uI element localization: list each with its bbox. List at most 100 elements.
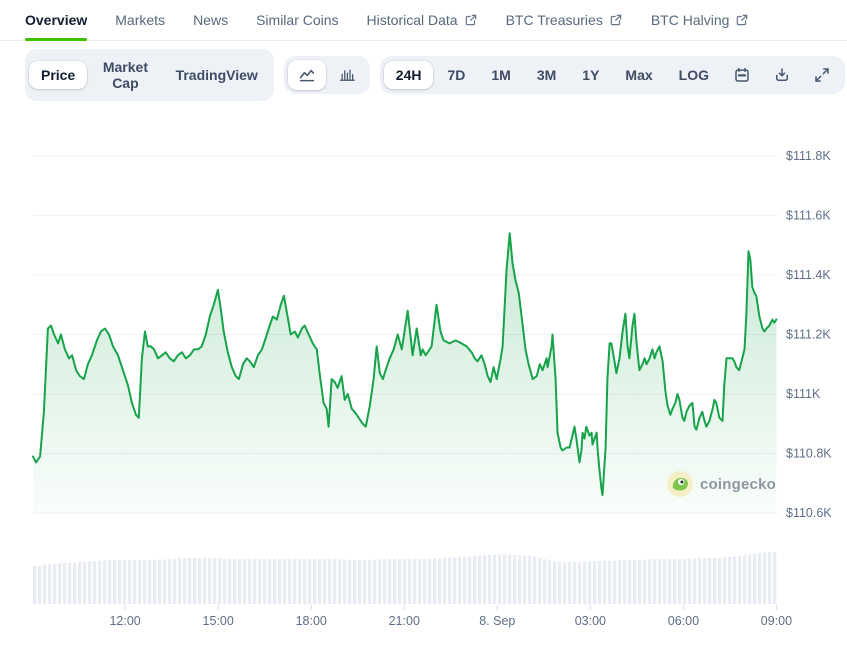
volume-bar bbox=[428, 558, 432, 604]
volume-bar bbox=[458, 556, 462, 604]
volume-bar bbox=[648, 559, 652, 604]
volume-bar bbox=[48, 564, 52, 604]
range-group: 24H 7D 1M 3M 1Y Max LOG bbox=[379, 56, 845, 94]
range-1m-button[interactable]: 1M bbox=[479, 61, 522, 89]
volume-bar bbox=[673, 559, 677, 604]
volume-bar bbox=[583, 561, 587, 604]
volume-bar bbox=[403, 559, 407, 604]
volume-bar bbox=[63, 563, 67, 604]
volume-bar bbox=[193, 558, 197, 604]
volume-bar bbox=[138, 560, 142, 604]
volume-bar bbox=[518, 555, 522, 604]
volume-bar bbox=[453, 557, 457, 604]
volume-bar bbox=[368, 559, 372, 604]
volume-bar bbox=[188, 558, 192, 604]
volume-bar bbox=[448, 557, 452, 604]
volume-bar bbox=[263, 559, 267, 604]
volume-bar bbox=[463, 556, 467, 604]
volume-bar bbox=[228, 558, 232, 604]
volume-bar bbox=[383, 559, 387, 604]
download-button[interactable] bbox=[763, 60, 801, 90]
x-axis-label: 8. Sep bbox=[479, 614, 515, 628]
tab-label: Historical Data bbox=[366, 12, 458, 28]
external-link-icon bbox=[610, 14, 622, 26]
price-area-fill bbox=[33, 233, 777, 514]
range-max-button[interactable]: Max bbox=[613, 61, 664, 89]
coingecko-logo-icon bbox=[667, 471, 693, 497]
volume-bar bbox=[288, 559, 292, 604]
volume-bar bbox=[773, 552, 777, 604]
tab-overview[interactable]: Overview bbox=[25, 12, 88, 41]
volume-bar bbox=[253, 559, 257, 604]
tab-label: Overview bbox=[25, 12, 88, 28]
volume-bar bbox=[628, 560, 632, 604]
price-button[interactable]: Price bbox=[29, 61, 88, 89]
tab-news[interactable]: News bbox=[193, 12, 228, 40]
volume-bar bbox=[83, 561, 87, 604]
volume-bar bbox=[708, 558, 712, 604]
volume-bar bbox=[243, 559, 247, 604]
tab-historical-data[interactable]: Historical Data bbox=[367, 12, 478, 40]
expand-icon bbox=[815, 68, 829, 82]
volume-bar bbox=[633, 560, 637, 604]
volume-bar bbox=[203, 558, 207, 604]
y-axis-label: $110.6K bbox=[786, 506, 832, 520]
volume-bar bbox=[593, 561, 597, 604]
volume-bar bbox=[513, 554, 517, 604]
tradingview-button[interactable]: TradingView bbox=[164, 61, 270, 89]
price-chart-canvas[interactable]: $111.8K $111.6K $111.4K $111.2K $111K $110.8K… bbox=[0, 107, 847, 652]
volume-bar bbox=[703, 558, 707, 604]
volume-bar bbox=[718, 557, 722, 604]
volume-bar bbox=[568, 562, 572, 604]
log-scale-button[interactable]: LOG bbox=[667, 61, 721, 89]
bar-chart-type-button[interactable] bbox=[328, 60, 366, 90]
tab-btc-halving[interactable]: BTC Halving bbox=[651, 12, 750, 40]
market-cap-button[interactable]: Market Cap bbox=[89, 53, 161, 97]
volume-bar bbox=[433, 558, 437, 604]
range-1y-button[interactable]: 1Y bbox=[570, 61, 611, 89]
calendar-icon bbox=[735, 67, 749, 82]
volume-bar bbox=[128, 560, 132, 604]
tab-btc-treasuries[interactable]: BTC Treasuries bbox=[506, 12, 623, 40]
x-axis-label: 18:00 bbox=[296, 614, 327, 628]
volume-bar bbox=[733, 556, 737, 604]
volume-bar bbox=[768, 552, 772, 604]
line-chart-icon bbox=[299, 69, 314, 82]
line-chart-type-button[interactable] bbox=[287, 60, 326, 90]
y-axis-label: $110.8K bbox=[786, 447, 832, 461]
volume-bar bbox=[758, 552, 762, 604]
range-3m-button[interactable]: 3M bbox=[525, 61, 568, 89]
volume-bar bbox=[348, 559, 352, 604]
volume-bar bbox=[158, 559, 162, 604]
volume-bar bbox=[543, 559, 547, 604]
volume-bar bbox=[643, 559, 647, 604]
range-24h-button[interactable]: 24H bbox=[383, 61, 434, 89]
volume-bar bbox=[418, 559, 422, 604]
volume-bar bbox=[373, 559, 377, 604]
volume-bar bbox=[498, 554, 502, 604]
volume-bar bbox=[608, 560, 612, 604]
volume-bar bbox=[693, 558, 697, 604]
coingecko-watermark: coingecko bbox=[667, 471, 776, 497]
y-axis-label: $111.2K bbox=[786, 328, 831, 342]
volume-bar bbox=[473, 555, 477, 604]
tab-markets[interactable]: Markets bbox=[115, 12, 165, 40]
x-axis-label: 12:00 bbox=[109, 614, 140, 628]
volume-bar bbox=[588, 561, 592, 604]
y-axis-label: $111.8K bbox=[786, 149, 831, 163]
volume-bar bbox=[303, 559, 307, 604]
tab-similar-coins[interactable]: Similar Coins bbox=[256, 12, 338, 40]
volume-bar bbox=[273, 559, 277, 604]
tab-label: Markets bbox=[115, 12, 166, 28]
volume-bar bbox=[558, 561, 562, 604]
calendar-button[interactable] bbox=[723, 60, 761, 90]
volume-bar bbox=[688, 558, 692, 604]
volume-bar bbox=[553, 560, 557, 604]
expand-button[interactable] bbox=[803, 60, 841, 90]
volume-bar bbox=[743, 554, 747, 604]
volume-bars bbox=[33, 552, 777, 604]
range-7d-button[interactable]: 7D bbox=[435, 61, 477, 89]
tab-label: BTC Treasuries bbox=[505, 12, 603, 28]
volume-bar bbox=[233, 559, 237, 604]
volume-bar bbox=[698, 558, 702, 604]
